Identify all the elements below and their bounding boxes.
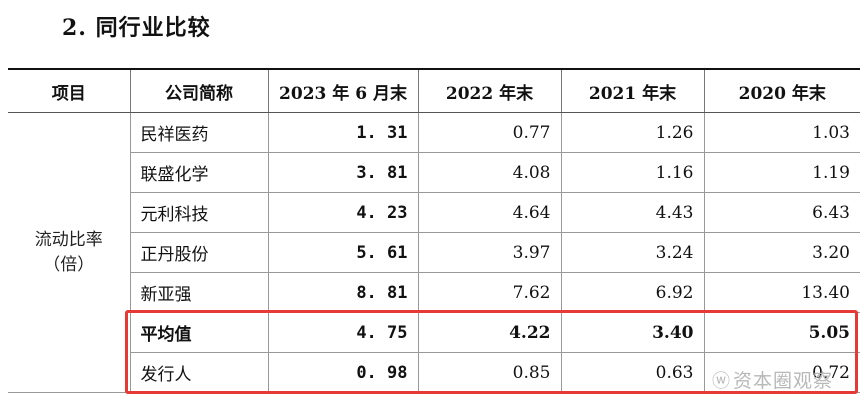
header-2020: 2020 年末 [703,68,860,113]
value-2021: 3.40 [560,312,704,353]
value-2020: 3.20 [703,232,860,273]
table-row: 联盛化学 3. 81 4.08 1.16 1.19 [8,152,860,193]
value-2021: 1.16 [560,152,704,193]
value-2021: 6.92 [560,272,704,313]
value-2021: 4.43 [560,192,704,233]
table-row: 正丹股份 5. 61 3.97 3.24 3.20 [8,232,860,273]
value-2021: 1.26 [560,112,704,153]
section-heading: 2. 同行业比较 [62,15,211,41]
company-name: 新亚强 [129,272,268,313]
value-2020: 1.03 [703,112,860,153]
company-name: 平均值 [129,312,268,353]
metric-label-cell: 流动比率 （倍） [8,112,130,393]
value-2023h1: 4. 23 [267,192,418,233]
table-row-average: 平均值 4. 75 4.22 3.40 5.05 [8,312,860,353]
header-2023h1: 2023 年 6 月末 [267,68,418,113]
value-2022: 0.77 [417,112,561,153]
value-2022: 4.08 [417,152,561,193]
table-row-issuer: 发行人 0. 98 0.85 0.63 0.72 [8,352,860,393]
header-company: 公司简称 [129,68,268,113]
table-row: 元利科技 4. 23 4.64 4.43 6.43 [8,192,860,233]
value-2022: 4.22 [417,312,561,353]
metric-label: 流动比率 [34,229,103,250]
watermark: ⓦ 资本圈观察 [712,366,833,393]
watermark-text: 资本圈观察 [733,370,834,392]
value-2020: 6.43 [703,192,860,233]
value-2021: 0.63 [560,352,704,393]
value-2022: 0.85 [417,352,561,393]
value-2023h1: 5. 61 [267,232,418,273]
value-2021: 3.24 [560,232,704,273]
value-2022: 7.62 [417,272,561,313]
weibo-logo-icon: ⓦ [712,371,731,392]
header-2022: 2022 年末 [417,68,561,113]
value-2023h1: 3. 81 [267,152,418,193]
metric-unit: （倍） [43,254,95,275]
table-row: 流动比率 （倍） 民祥医药 1. 31 0.77 1.26 1.03 [8,112,860,393]
value-2022: 4.64 [417,192,561,233]
value-2023h1: 0. 98 [267,352,418,393]
value-2020: 5.05 [703,312,860,353]
value-2023h1: 8. 81 [267,272,418,313]
table-header-row: 项目 公司简称 2023 年 6 月末 2022 年末 2021 年末 2020… [8,68,860,113]
header-item: 项目 [8,68,130,113]
header-2021: 2021 年末 [560,68,704,113]
company-name: 元利科技 [129,192,268,233]
company-name: 联盛化学 [129,152,268,193]
peer-comparison-table: 项目 公司简称 2023 年 6 月末 2022 年末 2021 年末 2020… [8,68,860,393]
value-2020: 13.40 [703,272,860,313]
value-2023h1: 1. 31 [267,112,418,153]
table-row: 新亚强 8. 81 7.62 6.92 13.40 [8,272,860,313]
value-2023h1: 4. 75 [267,312,418,353]
value-2020: 1.19 [703,152,860,193]
company-name: 民祥医药 [129,112,268,153]
value-2022: 3.97 [417,232,561,273]
company-name: 正丹股份 [129,232,268,273]
company-name: 发行人 [129,352,268,393]
